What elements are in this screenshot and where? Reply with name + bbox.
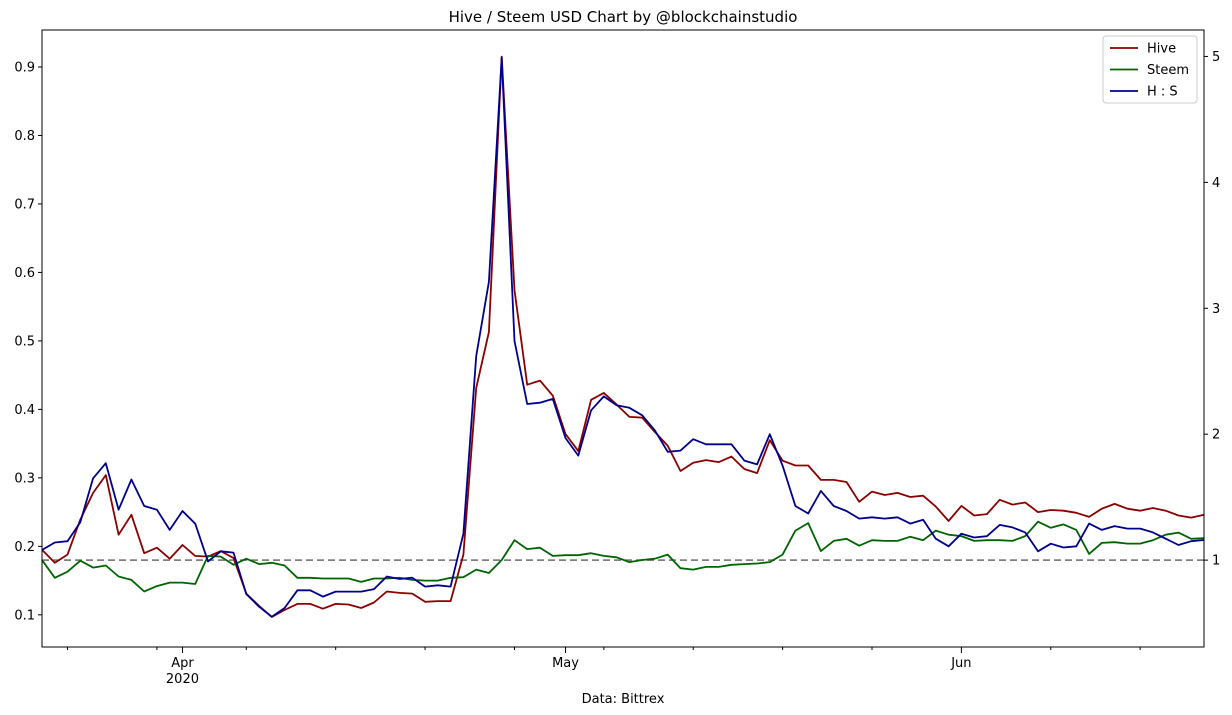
- y-left-tick-label: 0.3: [14, 471, 35, 486]
- y-left-tick-label: 0.5: [14, 334, 35, 349]
- legend-box: [1102, 35, 1198, 104]
- series-line-hs: [41, 56, 1205, 618]
- y-right-tick-label: 1: [1212, 554, 1220, 569]
- chart-title: Hive / Steem USD Chart by @blockchainstu…: [449, 8, 798, 26]
- y-left-tick-label: 0.4: [14, 403, 35, 418]
- x-tick-label: May: [552, 656, 579, 671]
- legend-label: H : S: [1147, 85, 1178, 100]
- series-line-steem: [41, 520, 1205, 593]
- y-left-tick-label: 0.8: [14, 129, 35, 144]
- x-tick-label: Apr: [171, 656, 194, 671]
- y-left-tick-label: 0.1: [14, 608, 35, 623]
- y-right-tick-label: 5: [1212, 50, 1220, 65]
- y-left-tick-label: 0.9: [14, 60, 35, 75]
- x-axis-label: Data: Bittrex: [582, 692, 665, 707]
- y-left-tick-label: 0.6: [14, 266, 35, 281]
- legend-label: Hive: [1147, 42, 1176, 57]
- x-tick-label: Jun: [950, 656, 971, 671]
- plot-frame: [41, 29, 1205, 648]
- y-right-tick-label: 4: [1212, 176, 1220, 191]
- y-left-tick-label: 0.2: [14, 540, 35, 555]
- y-right-tick-label: 2: [1212, 428, 1220, 443]
- series-line-hive: [41, 55, 1205, 618]
- legend: Hive Steem H : S: [1102, 35, 1198, 104]
- y-right-tick-label: 3: [1212, 302, 1220, 317]
- y-left-tick-label: 0.7: [14, 197, 35, 212]
- legend-label: Steem: [1147, 63, 1189, 78]
- x-tick-sublabel: 2020: [166, 672, 199, 687]
